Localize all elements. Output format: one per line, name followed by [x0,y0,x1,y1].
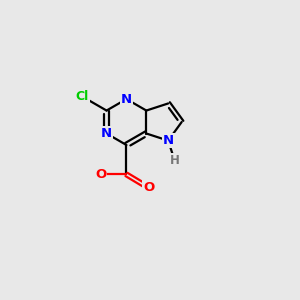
Text: Cl: Cl [76,90,89,103]
Text: O: O [95,168,106,181]
Text: N: N [101,127,112,140]
Text: N: N [121,93,132,106]
Text: H: H [170,154,180,167]
Text: N: N [163,134,174,147]
Text: O: O [143,181,154,194]
